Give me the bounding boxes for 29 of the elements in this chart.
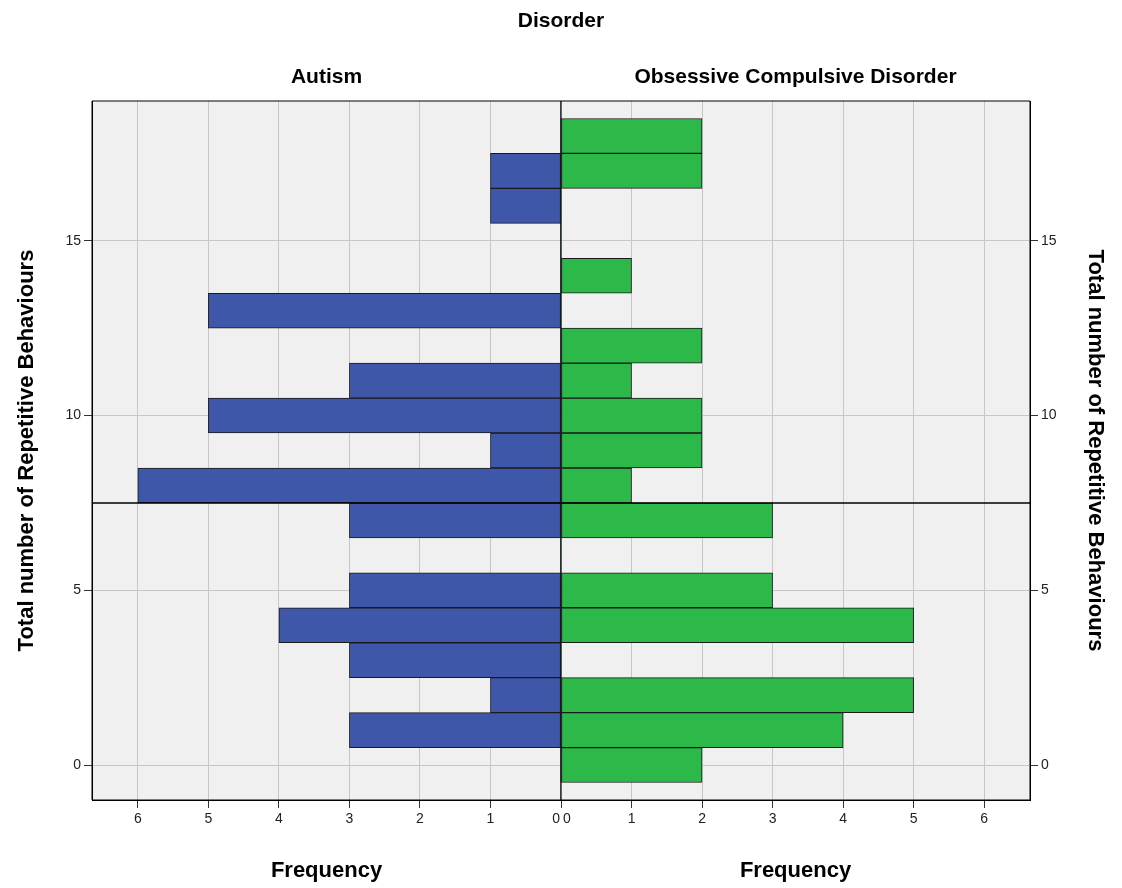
chart-subtitle: Obsessive Compulsive Disorder [633,64,958,88]
x-tick-label: 2 [698,809,707,826]
y-tick-label: 0 [1041,755,1049,772]
x-axis-title: Frequency [739,856,852,882]
x-tick-label: 1 [627,809,636,826]
x-axis-title: Frequency [270,856,383,882]
y-axis-title: Total number of Repetitive Behaviours [13,249,39,652]
y-axis-title: Total number of Repetitive Behaviours [1083,249,1109,652]
y-tick-label: 5 [73,581,82,598]
chart-title: Disorder [516,8,606,32]
y-tick-label: 15 [1041,231,1057,248]
x-tick-label: 5 [204,809,213,826]
x-tick-label: 5 [909,809,918,826]
x-tick-label: 4 [275,809,283,826]
y-tick-label: 5 [1041,581,1049,598]
y-tick-label: 0 [73,755,82,772]
x-tick-label: 6 [980,809,989,826]
x-tick-label: 1 [486,809,495,826]
x-tick-label: 2 [416,809,425,826]
x-tick-label: 6 [133,809,142,826]
y-tick-label: 10 [1041,406,1057,423]
x-tick-label: 3 [768,809,777,826]
x-tick-label: 0 [552,809,561,826]
y-tick-label: 15 [65,231,82,248]
x-tick-label: 4 [839,809,848,826]
x-tick-label: 0 [563,809,571,826]
y-tick-label: 10 [65,406,82,423]
chart-subtitle: Autism [289,64,364,88]
x-tick-label: 3 [345,809,354,826]
